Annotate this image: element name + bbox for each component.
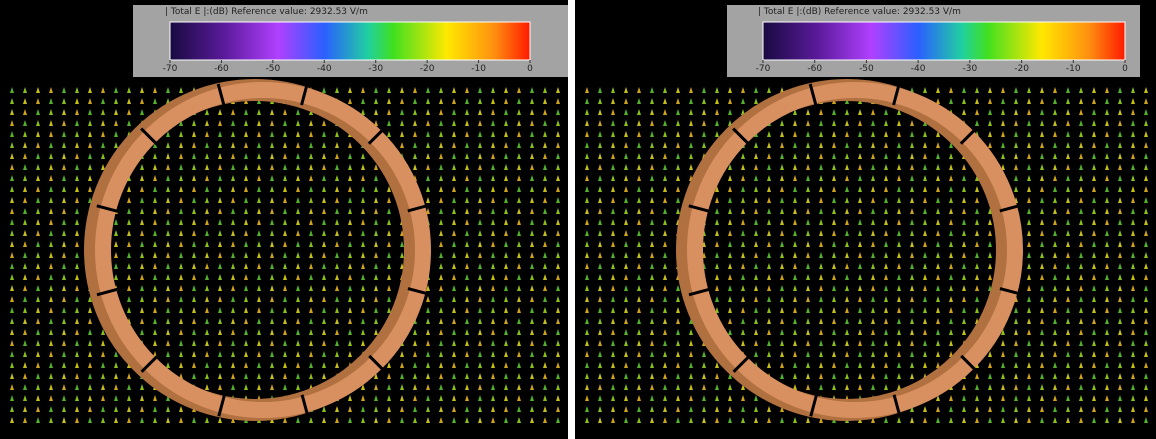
tick-label: -60 (807, 64, 822, 74)
colorbar (763, 22, 1125, 60)
panel: | Total E |:(dB) Reference value: 2932.5… (727, 5, 1140, 77)
tick-label: -60 (214, 64, 229, 74)
screenshot: | Total E |:(dB) Reference value: 2932.5… (0, 0, 1156, 439)
tick-label: -40 (911, 64, 926, 74)
tick-label: -10 (1066, 64, 1081, 74)
tick-label: -20 (420, 64, 435, 74)
panel: | Total E |:(dB) Reference value: 2932.5… (133, 5, 568, 77)
tick-label: -70 (756, 64, 771, 74)
colorbar (170, 22, 530, 60)
tick-label: 0 (527, 64, 533, 74)
tick-label: -30 (368, 64, 383, 74)
colorbar-title: | Total E |:(dB) Reference value: 2932.5… (165, 7, 368, 17)
tick-label: 0 (1122, 64, 1128, 74)
tick-label: -70 (163, 64, 178, 74)
colorbar-title: | Total E |:(dB) Reference value: 2932.5… (758, 7, 961, 17)
tick-label: -30 (963, 64, 978, 74)
tick-label: -20 (1014, 64, 1029, 74)
tick-label: -50 (859, 64, 874, 74)
tick-label: -10 (471, 64, 486, 74)
tick-label: -40 (317, 64, 332, 74)
tick-label: -50 (266, 64, 281, 74)
